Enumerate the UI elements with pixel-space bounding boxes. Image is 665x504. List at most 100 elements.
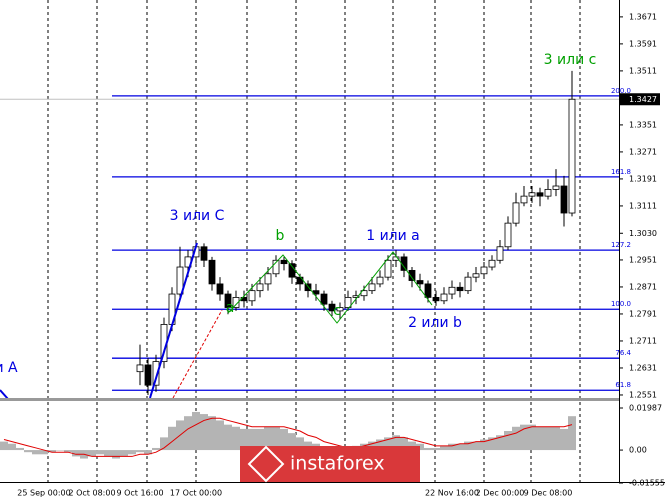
histogram-bar: [568, 416, 576, 451]
candle-body: [536, 192, 544, 197]
y-tick-label: 1.3111: [629, 201, 657, 210]
candle-body: [336, 307, 344, 312]
y-tick-label: 1.3191: [629, 174, 657, 183]
histogram-bar: [192, 411, 200, 451]
wave-label: и A: [0, 360, 18, 376]
histogram-bar: [136, 450, 144, 453]
x-tick-label: 22 Nov 16:00: [425, 489, 479, 498]
histogram-bar: [184, 416, 192, 451]
candle-body: [544, 188, 552, 197]
histogram-bar: [296, 437, 304, 451]
histogram-bar: [472, 441, 480, 451]
histogram-bar: [424, 447, 432, 451]
candle-body: [264, 273, 272, 285]
histogram-bar: [480, 439, 488, 451]
histogram-bar: [384, 437, 392, 451]
x-tick-label: 9 Dec 08:00: [524, 489, 573, 498]
plot: [0, 70, 619, 459]
signal-line: [3, 417, 573, 457]
histogram-bar: [160, 437, 168, 451]
x-tick-label: 9 Oct 16:00: [116, 489, 163, 498]
candle-body: [176, 266, 184, 295]
histogram-bar: [144, 450, 152, 455]
histogram-bar: [304, 441, 312, 451]
histogram-bar: [248, 428, 256, 451]
histogram-bar: [544, 426, 552, 451]
wave-zigzag: [227, 251, 433, 324]
candle-body: [488, 259, 496, 268]
histogram-bar: [448, 443, 456, 451]
y-tick-label: 1.2631: [629, 363, 657, 372]
candle-body: [376, 276, 384, 285]
y-tick-label: 1.3351: [629, 120, 657, 129]
candle-body: [136, 364, 144, 373]
histogram-bar: [280, 428, 288, 451]
histogram-bar: [560, 428, 568, 451]
histogram-bar: [240, 428, 248, 451]
histogram-bar: [256, 428, 264, 451]
wave-label: b: [276, 228, 285, 244]
histogram-bar: [552, 426, 560, 451]
histogram-bar: [120, 450, 128, 457]
y-tick-label: 1.2711: [629, 336, 657, 345]
histogram-bar: [72, 450, 80, 457]
histogram-bar: [24, 450, 32, 453]
histogram-bar: [504, 431, 512, 451]
candle-body: [208, 259, 216, 285]
histogram-bar: [464, 441, 472, 451]
candle-body: [280, 259, 288, 265]
histogram-bar: [512, 426, 520, 451]
level-label: 100.0: [611, 300, 631, 308]
histogram-bar: [272, 426, 280, 451]
bid-label: 1.3427: [629, 95, 657, 104]
y-tick-label: 1.3030: [629, 229, 657, 238]
candle-body: [496, 246, 504, 261]
histogram-bar: [8, 443, 16, 451]
histogram-bar: [392, 435, 400, 451]
histogram-bar: [496, 435, 504, 451]
histogram-bar: [440, 445, 448, 451]
histogram-bar: [112, 450, 120, 459]
y-tick-label: 1.3271: [629, 147, 657, 156]
level-label: 61.8: [615, 381, 631, 389]
candle-body: [472, 273, 480, 278]
y2-tick-label: 0.01987: [629, 403, 662, 412]
candle-body: [528, 192, 536, 197]
candle-body: [144, 364, 152, 386]
histogram-bar: [224, 424, 232, 451]
histogram-bar: [40, 450, 48, 455]
candle-body: [416, 280, 424, 285]
candle-body: [352, 295, 360, 298]
y-tick-label: 1.2791: [629, 309, 657, 318]
candle-body: [384, 259, 392, 278]
x-tick-label: 2 Dec 00:00: [476, 489, 525, 498]
watermark-icon: [247, 445, 285, 483]
histogram-bar: [216, 420, 224, 451]
candle-body: [344, 297, 352, 308]
wave-label: 3 или C: [170, 208, 225, 224]
candle-body: [256, 283, 264, 292]
y-tick-label: 1.2951: [629, 255, 657, 264]
level-label: 76.4: [615, 349, 631, 357]
histogram-bar: [408, 441, 416, 451]
wave-label: 2 или b: [408, 315, 462, 331]
y-tick-label: 1.3591: [629, 39, 657, 48]
wave-line: [172, 309, 223, 399]
histogram-bar: [208, 416, 216, 451]
histogram-bar: [456, 443, 464, 451]
candle-body: [408, 270, 416, 281]
histogram-bar: [96, 450, 104, 455]
candle-body: [552, 185, 560, 190]
histogram-bar: [168, 426, 176, 451]
candle-body: [520, 195, 528, 204]
wave-line: [0, 389, 9, 400]
candle-body: [224, 293, 232, 308]
histogram-bar: [400, 437, 408, 451]
y2-tick-label: 0.00: [629, 446, 647, 455]
candle-body: [152, 361, 160, 386]
candle-body: [568, 98, 576, 214]
histogram-bar: [536, 426, 544, 451]
candle-body: [368, 283, 376, 292]
level-label: 127.2: [611, 241, 631, 249]
